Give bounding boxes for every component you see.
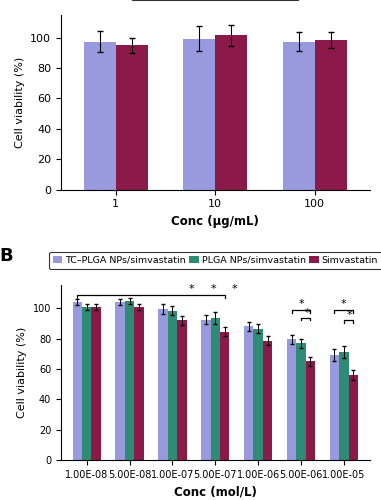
Bar xyxy=(306,362,315,460)
Bar xyxy=(296,343,306,460)
Bar xyxy=(349,375,358,460)
Bar xyxy=(158,309,168,460)
Bar xyxy=(283,42,315,190)
Legend: TC–PLGA NPs/simvastatin, PLGA NPs/simvastatin, Simvastatin: TC–PLGA NPs/simvastatin, PLGA NPs/simvas… xyxy=(49,252,381,268)
Text: *: * xyxy=(298,300,304,310)
Bar xyxy=(315,40,347,190)
Bar xyxy=(82,306,91,460)
Bar xyxy=(287,340,296,460)
Bar xyxy=(244,326,253,460)
X-axis label: Conc (mol/L): Conc (mol/L) xyxy=(174,486,257,498)
Text: *: * xyxy=(347,310,353,320)
Text: *: * xyxy=(232,284,237,294)
Text: B: B xyxy=(0,247,13,265)
Bar xyxy=(220,332,229,460)
Bar xyxy=(201,320,211,460)
Text: *: * xyxy=(210,284,216,294)
Bar xyxy=(215,36,247,190)
Bar xyxy=(134,306,144,460)
Bar xyxy=(339,352,349,460)
Bar xyxy=(72,302,82,460)
Text: *: * xyxy=(189,284,195,294)
Bar xyxy=(116,46,147,190)
Text: *: * xyxy=(304,308,310,318)
Y-axis label: Cell viability (%): Cell viability (%) xyxy=(17,327,27,418)
X-axis label: Conc (μg/mL): Conc (μg/mL) xyxy=(171,215,259,228)
Text: *: * xyxy=(341,300,347,310)
Bar xyxy=(115,302,125,460)
Bar xyxy=(263,341,272,460)
Bar xyxy=(177,320,187,460)
Bar xyxy=(211,318,220,460)
Y-axis label: Cell viability (%): Cell viability (%) xyxy=(15,56,25,148)
Bar xyxy=(168,310,177,460)
Bar xyxy=(84,42,116,190)
Bar xyxy=(125,300,134,460)
Bar xyxy=(183,38,215,190)
Bar xyxy=(330,356,339,460)
Bar xyxy=(91,306,101,460)
Bar xyxy=(253,328,263,460)
